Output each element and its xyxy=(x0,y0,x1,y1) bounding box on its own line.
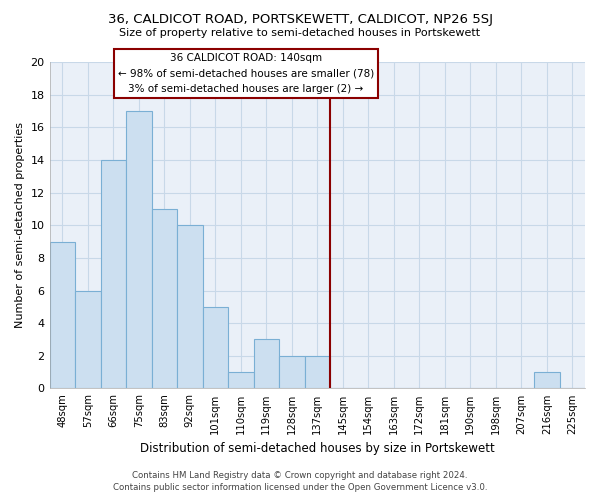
Text: Contains HM Land Registry data © Crown copyright and database right 2024.
Contai: Contains HM Land Registry data © Crown c… xyxy=(113,471,487,492)
Bar xyxy=(101,160,126,388)
Text: Size of property relative to semi-detached houses in Portskewett: Size of property relative to semi-detach… xyxy=(119,28,481,38)
Bar xyxy=(50,242,75,388)
Bar xyxy=(126,111,152,388)
Bar xyxy=(203,307,228,388)
Bar xyxy=(152,209,177,388)
Text: 36 CALDICOT ROAD: 140sqm
← 98% of semi-detached houses are smaller (78)
3% of se: 36 CALDICOT ROAD: 140sqm ← 98% of semi-d… xyxy=(118,53,374,94)
X-axis label: Distribution of semi-detached houses by size in Portskewett: Distribution of semi-detached houses by … xyxy=(140,442,494,455)
Bar xyxy=(279,356,305,388)
Bar xyxy=(228,372,254,388)
Bar xyxy=(534,372,560,388)
Y-axis label: Number of semi-detached properties: Number of semi-detached properties xyxy=(15,122,25,328)
Bar xyxy=(75,290,101,388)
Text: 36, CALDICOT ROAD, PORTSKEWETT, CALDICOT, NP26 5SJ: 36, CALDICOT ROAD, PORTSKEWETT, CALDICOT… xyxy=(107,12,493,26)
Bar xyxy=(254,340,279,388)
Bar xyxy=(177,226,203,388)
Bar xyxy=(305,356,330,388)
